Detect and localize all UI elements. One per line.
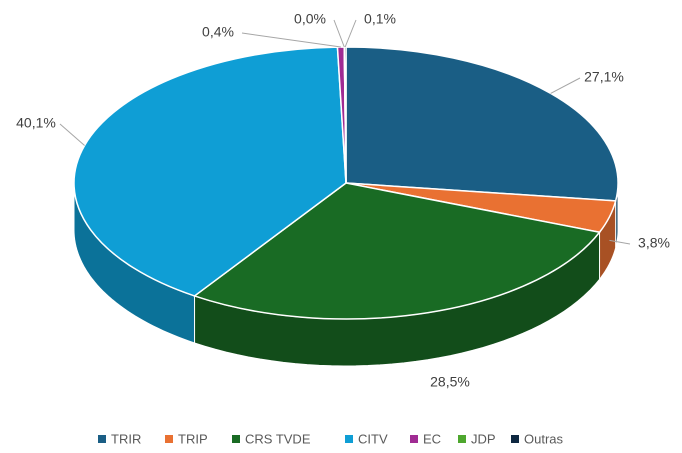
legend-label: TRIR [111, 431, 141, 446]
data-label: 0,1% [364, 11, 396, 27]
legend-swatch [511, 435, 519, 443]
leader-line [344, 19, 357, 48]
legend-label: TRIP [178, 431, 208, 446]
leader-line [241, 32, 341, 48]
data-label: 0,0% [294, 11, 326, 27]
legend-label: EC [423, 431, 441, 446]
leader-line [550, 77, 581, 94]
slice [345, 46, 619, 202]
slice [73, 46, 347, 297]
legend-label: Outras [524, 431, 564, 446]
data-label: 0,4% [202, 24, 234, 40]
legend-swatch [458, 435, 466, 443]
legend-label: JDP [471, 431, 496, 446]
leader-line [609, 239, 631, 245]
data-label: 3,8% [638, 235, 670, 251]
legend-swatch [410, 435, 418, 443]
legend-swatch [345, 435, 353, 443]
leader-line [59, 123, 85, 146]
legend-swatch [165, 435, 173, 443]
leader-line [333, 19, 345, 48]
data-label: 28,5% [430, 374, 470, 390]
data-label: 40,1% [16, 115, 56, 131]
legend-swatch [98, 435, 106, 443]
legend-swatch [232, 435, 240, 443]
data-label: 27,1% [584, 69, 624, 85]
legend-label: CITV [358, 431, 388, 446]
slice [192, 182, 601, 320]
legend-label: CRS TVDE [245, 431, 311, 446]
